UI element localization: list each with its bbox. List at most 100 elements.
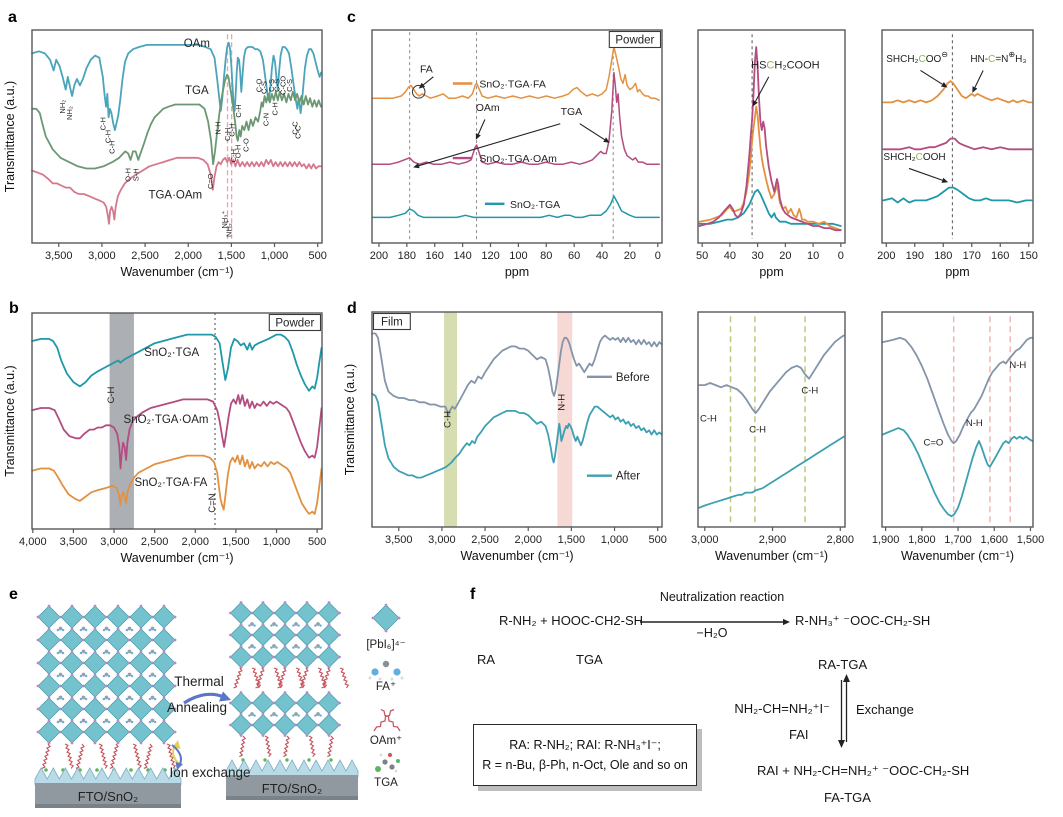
svg-text:1,500: 1,500 <box>558 534 586 546</box>
annotation-label: HSCH₂COOH <box>751 59 820 71</box>
annotation-label: C-S <box>259 81 268 94</box>
svg-text:Transmittance (a.u.): Transmittance (a.u.) <box>343 364 357 475</box>
series-SnO₂·TGA·FA <box>371 46 660 102</box>
annotation-label: SHCH₂COO⊖ <box>886 50 948 65</box>
svg-text:2,000: 2,000 <box>514 534 542 546</box>
series-SnO₂·TGA·OAm <box>882 137 1033 151</box>
series-SnO₂·TGA·OAm <box>31 394 323 470</box>
annotation-label: C-H <box>271 102 280 115</box>
r-definition-line1: RA: R-NH₂; RAI: R-NH₃⁺I⁻; <box>509 738 661 752</box>
panel-b-ftir-powder-chart: 4,000 3,500 3,000 2,500 2,000 1,500 1,000 500 Wa… <box>3 312 326 565</box>
series-After <box>881 427 1034 518</box>
svg-text:4,000: 4,000 <box>19 536 47 548</box>
panel-label-a: a <box>8 9 17 26</box>
annotation-label: N-H <box>1009 360 1026 371</box>
svg-text:0: 0 <box>655 250 661 262</box>
svg-text:2,500: 2,500 <box>471 534 499 546</box>
fa-tga-formula: RAI + NH₂-CH=NH₂⁺ ⁻OOC-CH₂-SH <box>757 763 970 778</box>
svg-text:80: 80 <box>540 250 552 262</box>
series-OAm <box>31 41 323 131</box>
svg-text:3,000: 3,000 <box>691 534 719 546</box>
svg-text:170: 170 <box>963 250 981 262</box>
reagents-formula: R-NH₂ + HOOC-CH2-SH <box>498 613 644 628</box>
annotation-label: O-H <box>124 168 133 182</box>
annotation-label: C-S <box>267 79 276 92</box>
fai-label: FAI <box>789 727 809 742</box>
product-formula: R-NH₃⁺ ⁻OOC-CH₂-SH <box>795 613 931 628</box>
annotation-label: N-H <box>966 418 983 429</box>
svg-text:Powder: Powder <box>615 35 654 47</box>
annotation-label: C-S <box>272 79 281 92</box>
annotation-label: C-N <box>261 113 270 126</box>
svg-text:Wavenumber (cm⁻¹): Wavenumber (cm⁻¹) <box>715 549 828 563</box>
svg-text:1,500: 1,500 <box>218 250 246 262</box>
annotation-label: C-O <box>254 78 263 92</box>
svg-text:3,000: 3,000 <box>100 536 128 548</box>
series-TGA·OAm <box>31 156 322 225</box>
svg-text:120: 120 <box>481 250 499 262</box>
series-After <box>698 435 845 509</box>
annotation-label: After <box>616 471 640 483</box>
series-SnO₂·TGA <box>882 186 1033 204</box>
svg-text:200: 200 <box>370 250 388 262</box>
svg-text:100: 100 <box>509 250 527 262</box>
svg-text:2,500: 2,500 <box>141 536 169 548</box>
svg-text:ppm: ppm <box>945 265 969 279</box>
substrate-right-label: FTO/SnO₂ <box>262 781 322 796</box>
annotation-label: C-H <box>443 411 454 428</box>
svg-text:30: 30 <box>752 250 764 262</box>
svg-text:Wavenumber (cm⁻¹): Wavenumber (cm⁻¹) <box>460 549 573 563</box>
annotation-label: NH₃⁺ <box>220 211 229 229</box>
svg-text:2,900: 2,900 <box>759 534 787 546</box>
annotation-label: HN-C=N⊕H₃ <box>970 50 1026 65</box>
svg-text:Wavenumber (cm⁻¹): Wavenumber (cm⁻¹) <box>120 265 233 279</box>
exchange-label: Exchange <box>856 702 914 717</box>
annotation-label: SnO₂·TGA·OAm <box>124 414 209 426</box>
perovskite-lattice-graphics <box>34 601 404 808</box>
svg-text:2,000: 2,000 <box>174 250 202 262</box>
svg-text:180: 180 <box>398 250 416 262</box>
series-SnO₂·TGA·FA <box>31 454 323 515</box>
annotation-label: NH₂ <box>58 100 67 114</box>
annotation-label: C-H <box>223 128 232 141</box>
substrate-left-label: FTO/SnO₂ <box>78 789 138 804</box>
annotation-label: C-CO <box>279 76 288 95</box>
panel-label-f: f <box>470 586 476 603</box>
svg-text:40: 40 <box>596 250 608 262</box>
svg-text:1,600: 1,600 <box>980 534 1008 546</box>
svg-text:3,000: 3,000 <box>428 534 456 546</box>
legend-tga-label: TGA <box>374 777 398 789</box>
legend-oam-label: OAm⁺ <box>370 735 402 747</box>
annotation-label: C-H <box>700 414 717 425</box>
annotation-label: OAm <box>184 38 210 50</box>
series-SnO₂·TGA <box>31 333 323 392</box>
annotation-label: S-H <box>132 168 141 181</box>
svg-text:2,500: 2,500 <box>131 250 159 262</box>
series-SnO₂·TGA·OAm <box>371 71 660 165</box>
r-definition-box: RA: R-NH₂; RAI: R-NH₃⁺I⁻; R = n-Bu, β-Ph… <box>473 724 697 786</box>
tga-label: TGA <box>576 652 603 667</box>
annotation-label: TGA·OAm <box>148 189 202 201</box>
annotation-label: N-H <box>213 121 222 134</box>
annotation-label: NH₂ <box>65 106 74 120</box>
annotation-label: C=N <box>207 493 218 512</box>
svg-text:1,000: 1,000 <box>601 534 629 546</box>
svg-text:Wavenumber (cm⁻¹): Wavenumber (cm⁻¹) <box>120 551 233 565</box>
annotation-label: SnO₂·TGA <box>144 347 199 359</box>
svg-text:Wavenumber (cm⁻¹): Wavenumber (cm⁻¹) <box>901 549 1014 563</box>
svg-text:3,000: 3,000 <box>88 250 116 262</box>
ra-tga-label: RA-TGA <box>818 657 868 672</box>
legend-pbi6-label: [PbI₆]⁴⁻ <box>366 639 405 651</box>
series-Before <box>881 336 1034 445</box>
panel-e-schematic: Thermal Annealing Ion exchange FTO/SnO₂ … <box>34 601 406 808</box>
panel-d-ftir-film-chart: 3,500 3,000 2,500 2,000 1,500 1,000 500 Wavenum… <box>343 311 667 563</box>
annotation-label: C-H <box>104 130 113 143</box>
panel-c-nmr-zoom-carboxyl-chart: 200 190 180 170 160 150 ppm SHCH₂COO⊖ HN-C=N⊕H₃ S… <box>877 29 1038 279</box>
svg-text:1,000: 1,000 <box>263 536 291 548</box>
series-TGA <box>31 73 322 170</box>
svg-text:1,700: 1,700 <box>944 534 972 546</box>
svg-text:3,500: 3,500 <box>45 250 73 262</box>
panel-f-arrows <box>640 618 850 748</box>
